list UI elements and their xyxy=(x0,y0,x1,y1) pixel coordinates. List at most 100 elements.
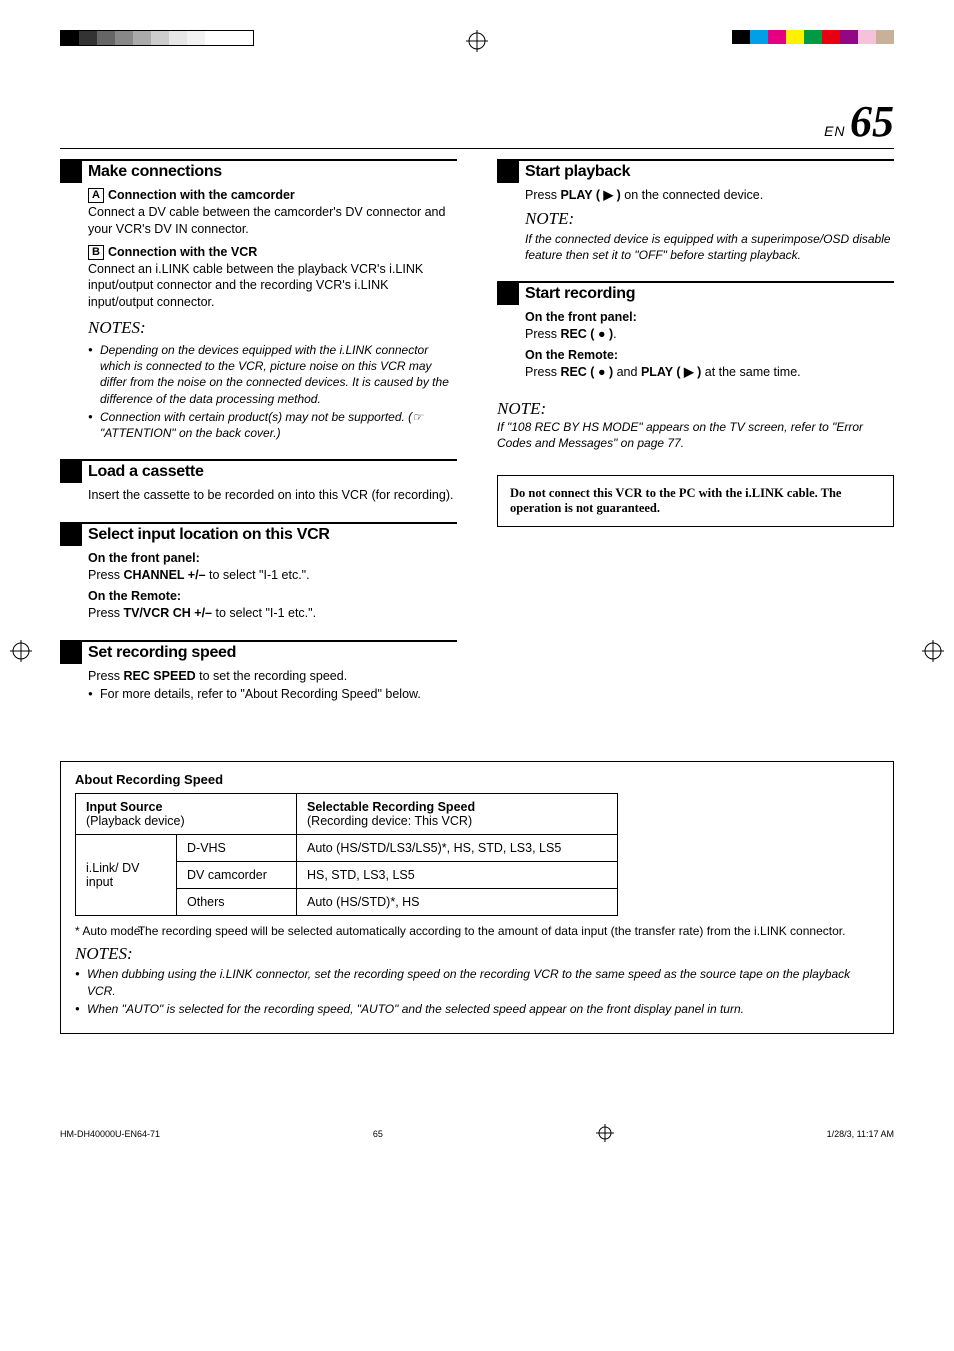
note-item: When "AUTO" is selected for the recordin… xyxy=(75,1001,879,1017)
warning-box: Do not connect this VCR to the PC with t… xyxy=(497,475,894,527)
page-prefix: EN xyxy=(824,123,845,139)
note-item: When dubbing using the i.LINK connector,… xyxy=(75,966,879,998)
table-header: Input Source(Playback device) xyxy=(76,794,297,835)
step-marker xyxy=(60,524,82,546)
step-title: Load a cassette xyxy=(82,461,204,483)
section-title: About Recording Speed xyxy=(75,772,879,787)
step-title: Select input location on this VCR xyxy=(82,524,330,546)
swatch xyxy=(732,30,750,44)
table-cell: HS, STD, LS3, LS5 xyxy=(297,862,618,889)
crop-mark-top xyxy=(466,30,488,57)
swatch xyxy=(79,31,97,45)
swatch xyxy=(187,31,205,45)
sub-b-body: Connect an i.LINK cable between the play… xyxy=(88,261,457,312)
table-header: Selectable Recording Speed(Recording dev… xyxy=(297,794,618,835)
front-panel-label: On the front panel: xyxy=(88,550,457,567)
page-root: EN 65 Make connections AConnection with … xyxy=(0,0,954,1184)
swatch xyxy=(786,30,804,44)
step-marker xyxy=(60,161,82,183)
table-row: Input Source(Playback device) Selectable… xyxy=(76,794,618,835)
footer-center: 65 xyxy=(373,1129,383,1139)
swatch xyxy=(840,30,858,44)
step-title: Make connections xyxy=(82,161,222,183)
step-marker xyxy=(60,461,82,483)
swatch xyxy=(876,30,894,44)
step-make-connections: Make connections AConnection with the ca… xyxy=(60,159,457,441)
step-set-speed: Set recording speed Press REC SPEED to s… xyxy=(60,640,457,704)
step-select-input: Select input location on this VCR On the… xyxy=(60,522,457,622)
table-cell: Others xyxy=(177,889,297,916)
step-title: Start playback xyxy=(519,161,630,183)
remote-body: Press REC ( ● ) and PLAY ( ▶ ) at the sa… xyxy=(525,364,894,381)
notes-label: NOTES: xyxy=(88,317,457,340)
notes-label: NOTES: xyxy=(75,944,879,964)
col-note-body: If "108 REC BY HS MODE" appears on the T… xyxy=(497,419,894,451)
table-cell: Auto (HS/STD/LS3/LS5)*, HS, STD, LS3, LS… xyxy=(297,835,618,862)
swatch xyxy=(223,31,253,45)
swatch xyxy=(804,30,822,44)
swatch xyxy=(205,31,223,45)
step-marker xyxy=(497,161,519,183)
notes-list: When dubbing using the i.LINK connector,… xyxy=(75,966,879,1017)
right-column: Start playback Press PLAY ( ▶ ) on the c… xyxy=(497,159,894,721)
notes-list: Depending on the devices equipped with t… xyxy=(88,342,457,441)
step-start-recording: Start recording On the front panel: Pres… xyxy=(497,281,894,381)
note-label: NOTE: xyxy=(525,208,894,231)
step-load-cassette: Load a cassette Insert the cassette to b… xyxy=(60,459,457,504)
table-footnote: * Auto mode: The recording speed will be… xyxy=(75,924,879,938)
swatch xyxy=(115,31,133,45)
step-start-playback: Start playback Press PLAY ( ▶ ) on the c… xyxy=(497,159,894,263)
swatch xyxy=(768,30,786,44)
table-cell: Auto (HS/STD)*, HS xyxy=(297,889,618,916)
swatch xyxy=(822,30,840,44)
table-cell: DV camcorder xyxy=(177,862,297,889)
swatch xyxy=(151,31,169,45)
front-panel-body: Press REC ( ● ). xyxy=(525,326,894,343)
page-header: EN 65 xyxy=(60,100,894,149)
step-body: Insert the cassette to be recorded on in… xyxy=(60,487,457,504)
footer-left: HM-DH40000U-EN64-71 xyxy=(60,1129,160,1139)
grayscale-swatches xyxy=(60,30,254,46)
note-body: If the connected device is equipped with… xyxy=(525,231,894,263)
bullet-item: For more details, refer to "About Record… xyxy=(88,686,457,703)
main-columns: Make connections AConnection with the ca… xyxy=(60,159,894,721)
registration-bar xyxy=(60,30,894,70)
table-cell: i.Link/ DV input xyxy=(76,835,177,916)
note-item: Connection with certain product(s) may n… xyxy=(88,409,457,441)
swatch xyxy=(750,30,768,44)
front-panel-body: Press CHANNEL +/– to select "I-1 etc.". xyxy=(88,567,457,584)
swatch xyxy=(133,31,151,45)
swatch xyxy=(97,31,115,45)
front-panel-label: On the front panel: xyxy=(525,309,894,326)
crop-mark-bottom xyxy=(596,1124,614,1144)
left-column: Make connections AConnection with the ca… xyxy=(60,159,457,721)
step-title: Start recording xyxy=(519,283,635,305)
footer: HM-DH40000U-EN64-71 65 1/28/3, 11:17 AM xyxy=(60,1124,894,1144)
speed-table: Input Source(Playback device) Selectable… xyxy=(75,793,618,916)
crop-mark-right xyxy=(922,640,944,667)
table-cell: D-VHS xyxy=(177,835,297,862)
swatch xyxy=(169,31,187,45)
table-row: i.Link/ DV input D-VHS Auto (HS/STD/LS3/… xyxy=(76,835,618,862)
footer-right: 1/28/3, 11:17 AM xyxy=(827,1129,894,1139)
swatch xyxy=(858,30,876,44)
recording-speed-section: About Recording Speed Input Source(Playb… xyxy=(60,761,894,1034)
step-body-line: Press REC SPEED to set the recording spe… xyxy=(88,668,457,685)
step-body-line: Press PLAY ( ▶ ) on the connected device… xyxy=(525,187,894,204)
remote-label: On the Remote: xyxy=(525,347,894,364)
crop-mark-left xyxy=(10,640,32,667)
step-marker xyxy=(60,642,82,664)
col-note-label: NOTE: xyxy=(497,399,894,419)
note-item: Depending on the devices equipped with t… xyxy=(88,342,457,407)
sub-b-head: BConnection with the VCR xyxy=(88,244,457,261)
sub-a-body: Connect a DV cable between the camcorder… xyxy=(88,204,457,238)
page-number: 65 xyxy=(850,97,894,146)
sub-a-head: AConnection with the camcorder xyxy=(88,187,457,204)
swatch xyxy=(61,31,79,45)
remote-label: On the Remote: xyxy=(88,588,457,605)
color-swatches xyxy=(732,30,894,44)
step-title: Set recording speed xyxy=(82,642,236,664)
step-bullets: For more details, refer to "About Record… xyxy=(88,686,457,703)
step-marker xyxy=(497,283,519,305)
remote-body: Press TV/VCR CH +/– to select "I-1 etc."… xyxy=(88,605,457,622)
